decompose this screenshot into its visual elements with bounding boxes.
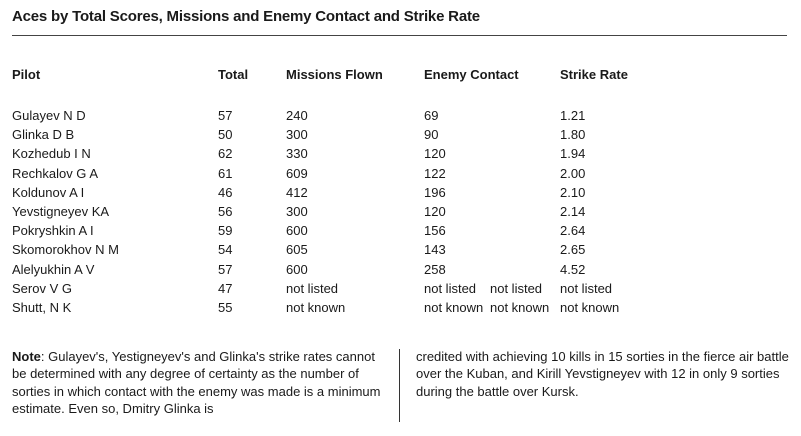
cell-strike: 2.64: [560, 223, 586, 239]
cell-contact: 69: [424, 108, 439, 123]
cell-total: 61: [218, 165, 233, 181]
cell-strike: not listed: [560, 280, 613, 296]
note-right-text: credited with achieving 10 kills in 15 s…: [416, 349, 789, 399]
title-divider: [12, 35, 787, 36]
header-pilot: Pilot: [12, 67, 41, 82]
cell-pilot: Serov V G: [12, 280, 72, 296]
cell-strike: 1.80: [560, 127, 586, 143]
cell-contact: 143: [424, 242, 446, 258]
cell-contact: 196: [424, 184, 446, 200]
cell-missions: not listed: [286, 280, 339, 296]
cell-missions: 609: [286, 165, 308, 181]
cell-contact: 122: [424, 165, 446, 181]
cell-strike: 2.00: [560, 165, 586, 181]
cell-total: 46: [218, 184, 233, 200]
cell-pilot: Shutt, N K: [12, 300, 72, 315]
note-left-column: Note: Gulayev's, Yestigneyev's and Glink…: [12, 348, 384, 418]
cell-contact: 120: [424, 146, 446, 162]
cell-missions: 600: [286, 261, 308, 277]
cell-strike: 1.94: [560, 146, 586, 162]
cell-missions: 240: [286, 108, 308, 123]
cell-missions: 605: [286, 242, 308, 258]
cell-strike: 2.10: [560, 184, 586, 200]
cell-missions: 330: [286, 146, 308, 162]
cell-missions: 600: [286, 223, 308, 239]
cell-contact: not listed: [424, 280, 477, 296]
cell-strike: 2.14: [560, 204, 586, 219]
cell-missions: not known: [286, 300, 346, 315]
header-enemy-contact: Enemy Contact: [424, 67, 519, 82]
cell-contact: 258: [424, 261, 446, 277]
cell-pilot: Kozhedub I N: [12, 146, 91, 162]
cell-pilot: Koldunov A I: [12, 184, 85, 200]
cell-pilot: Glinka D B: [12, 127, 75, 143]
cell-total: 55: [218, 300, 233, 315]
note-column-divider: [399, 349, 400, 422]
cell-pilot: Pokryshkin A I: [12, 223, 94, 239]
cell-total: 54: [218, 242, 233, 258]
cell-strike: not known: [560, 300, 620, 315]
cell-total: 50: [218, 127, 233, 143]
cell-contact: 90: [424, 127, 439, 143]
note-label: Note: [12, 349, 41, 364]
note-left-text: : Gulayev's, Yestigneyev's and Glinka's …: [12, 349, 381, 417]
cell-contact: not known: [424, 300, 484, 315]
cell-pilot: Alelyukhin A V: [12, 261, 95, 277]
cell-contact: 120: [424, 204, 446, 219]
cell-total: 47: [218, 280, 233, 296]
cell-pilot: Rechkalov G A: [12, 165, 98, 181]
cell-missions: 412: [286, 184, 308, 200]
cell-total: 59: [218, 223, 233, 239]
header-total: Total: [218, 67, 249, 82]
cell-strike: 1.21: [560, 108, 586, 123]
cell-pilot: Yevstigneyev KA: [12, 204, 110, 219]
cell-pilot: Gulayev N D: [12, 108, 86, 123]
cell-strike: 4.52: [560, 261, 586, 277]
cell-missions: 300: [286, 204, 308, 219]
page-title: Aces by Total Scores, Missions and Enemy…: [12, 8, 480, 25]
cell-contact: 156: [424, 223, 446, 239]
header-strike-rate: Strike Rate: [560, 67, 628, 82]
cell-extra: not listed: [490, 280, 543, 296]
header-missions-flown: Missions Flown: [286, 67, 383, 82]
note-right-column: credited with achieving 10 kills in 15 s…: [416, 348, 792, 400]
cell-total: 57: [218, 261, 233, 277]
cell-total: 57: [218, 108, 233, 123]
cell-strike: 2.65: [560, 242, 586, 258]
cell-total: 56: [218, 204, 233, 219]
cell-total: 62: [218, 146, 233, 162]
cell-missions: 300: [286, 127, 308, 143]
cell-extra: not known: [490, 300, 550, 315]
cell-pilot: Skomorokhov N M: [12, 242, 119, 258]
